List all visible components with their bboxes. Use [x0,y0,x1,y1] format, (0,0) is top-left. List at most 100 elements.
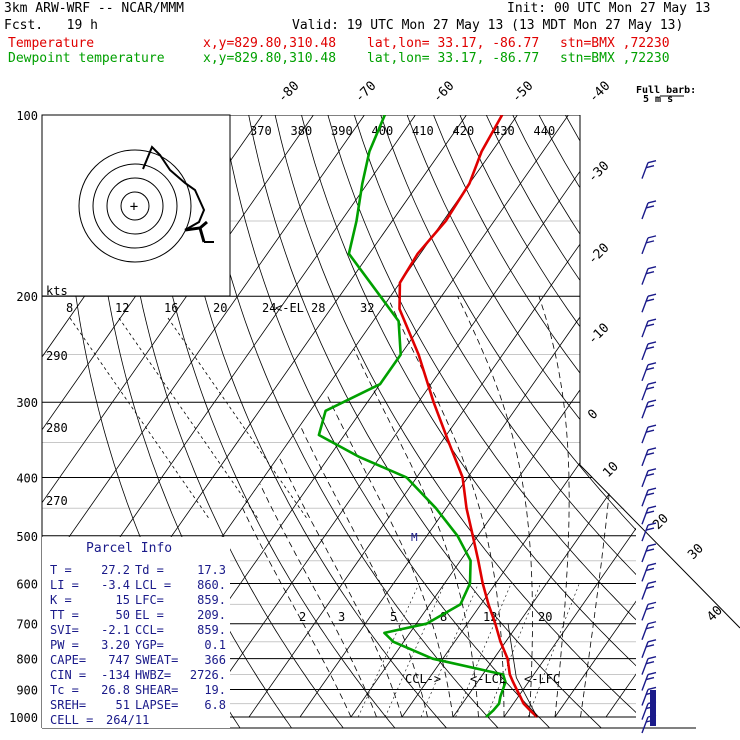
isotherm-line [452,115,636,718]
temperature-station: stn=BMX ,72230 [560,36,670,51]
wind-barb-shaft [641,295,649,313]
temperature-tick-label: 30 [685,541,707,563]
wind-barb-surface [650,690,656,726]
wind-barb-shaft [641,401,649,419]
mixing-ratio-label: 20 [538,610,552,624]
wind-barb-flag [647,362,657,366]
wind-barb-shaft [641,565,649,582]
pressure-label: 600 [16,577,38,591]
wind-barb-flag [645,644,655,648]
inset-theta-label: 290 [46,349,68,363]
temperature-tick-label: -50 [509,79,536,106]
wind-barb-flag [645,452,655,456]
dry-adiabat-line [116,115,345,728]
isotherm-line [248,115,636,718]
dry-adiabat-line [353,115,636,728]
hodograph-ring [120,191,150,221]
dry-adiabat-line [195,115,501,728]
wind-barb-flag [647,200,657,204]
wind-barb-shaft [641,489,649,507]
dewpoint-latlon: lat,lon= 33.17, -86.77 [367,51,540,66]
parcel-value: -3.4 [101,578,130,592]
temperature-tick-label: -40 [586,79,613,106]
wind-barb-flag [645,527,655,531]
wind-barb-shaft [641,545,649,563]
wind-barb-shaft [641,449,649,467]
parcel-key: CIN = [50,668,86,682]
mixing-ratio-line [527,583,580,718]
isotherm-line [350,115,636,718]
pressure-label: 400 [16,471,38,485]
moist-adiabat-line [457,296,533,718]
moist-adiabat-line [580,296,618,718]
dry-adiabat-line [433,115,636,728]
wind-barb-flag [645,323,655,327]
lfc-marker: <-LFC [524,672,560,686]
parcel-key: HWBZ= [135,668,171,682]
wind-barb-flag [645,548,655,552]
inset-speed-label: 32 [360,301,374,315]
parcel-key: LCL = [135,578,171,592]
wind-barb-shaft [641,162,649,179]
parcel-key: PW = [50,638,79,652]
dry-adiabat-line [459,115,636,728]
theta-label: 440 [534,124,556,138]
dry-adiabat-line [142,115,397,728]
wind-barb-flag [647,341,657,345]
parcel-value: 366 [204,653,226,667]
parcel-value: 2726. [190,668,226,682]
inset-speed-label: 8 [66,301,73,315]
mixing-ratio-label: 2 [299,610,306,624]
moist-adiabat-line [278,456,403,718]
parcel-value: 27.2 [101,563,130,577]
wind-barb-flag [647,639,657,643]
parcel-key: SREH= [50,698,86,712]
wind-barb-flag [647,468,657,472]
wind-barb-flag [647,562,657,567]
temperature-latlon: lat,lon= 33.17, -86.77 [367,36,540,51]
wind-barb-flag [647,543,657,547]
wind-barb-shaft [641,674,649,691]
temperature-legend: Temperature [8,36,95,51]
dry-adiabat-line [248,115,604,728]
lcl-marker: <-LCL [470,672,506,686]
isotherm-line [657,115,740,717]
grid-layer [42,115,740,728]
parcel-key: T = [50,563,72,577]
parcel-value: 264/11 [106,713,149,727]
theta-label: 430 [493,124,515,138]
parcel-key: LI = [50,578,79,592]
isotherm-line [401,115,636,718]
dry-adiabat-line [274,115,636,728]
wind-barb-flag [647,580,657,585]
dry-adiabat-line [327,115,636,728]
temperature-tick-label: 40 [704,603,726,625]
wind-barb-shaft [641,426,649,444]
wind-barb-flag [647,424,657,428]
theta-label: 410 [412,124,434,138]
inset-theta-label: 280 [46,421,68,435]
inset-frame [41,114,231,297]
wind-barb-flag [647,655,657,660]
isotherm-line [42,115,365,718]
wind-barb-flag [645,606,655,611]
wind-barb-shaft [641,320,649,338]
parcel-value: 19. [204,683,226,697]
mixing-ratio-label: 3 [338,610,345,624]
sounding-lines [317,115,538,718]
wind-barb-flag [645,429,655,433]
wind-barb-flag [647,447,657,451]
wind-barb-unit: 5 m s [643,94,673,105]
wind-barb-flag [647,159,657,164]
parcel-value: 6.8 [204,698,226,712]
inset-unit-label: kts [46,284,68,298]
dewpoint-station: stn=BMX ,72230 [560,51,670,66]
wind-barb-flag [645,567,655,572]
wind-barb-shaft [641,237,649,255]
wind-barb-flag [645,510,655,514]
parcel-key: YGP= [135,638,164,652]
wind-barb-shaft [641,343,649,361]
theta-label: 420 [453,124,475,138]
parcel-value: -134 [101,668,130,682]
